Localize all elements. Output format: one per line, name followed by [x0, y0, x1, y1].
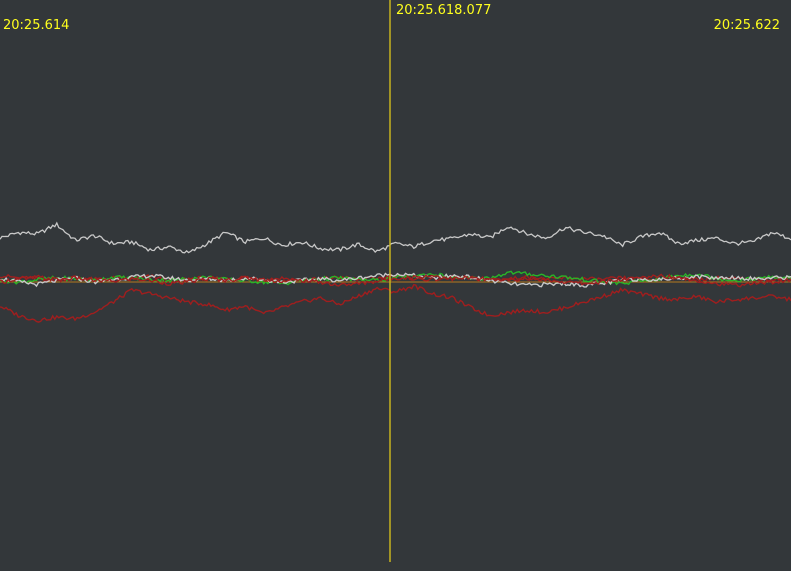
trace-white-upper [0, 221, 791, 254]
timeline-start-label: 20:25.614 [3, 18, 70, 33]
trace-white-lower [0, 272, 791, 288]
trace-red-lower [0, 283, 791, 323]
trace-red-mid [0, 273, 791, 288]
cursor-time-label: 20:25.618.077 [396, 3, 492, 18]
timeline-end-label: 20:25.622 [713, 18, 780, 33]
